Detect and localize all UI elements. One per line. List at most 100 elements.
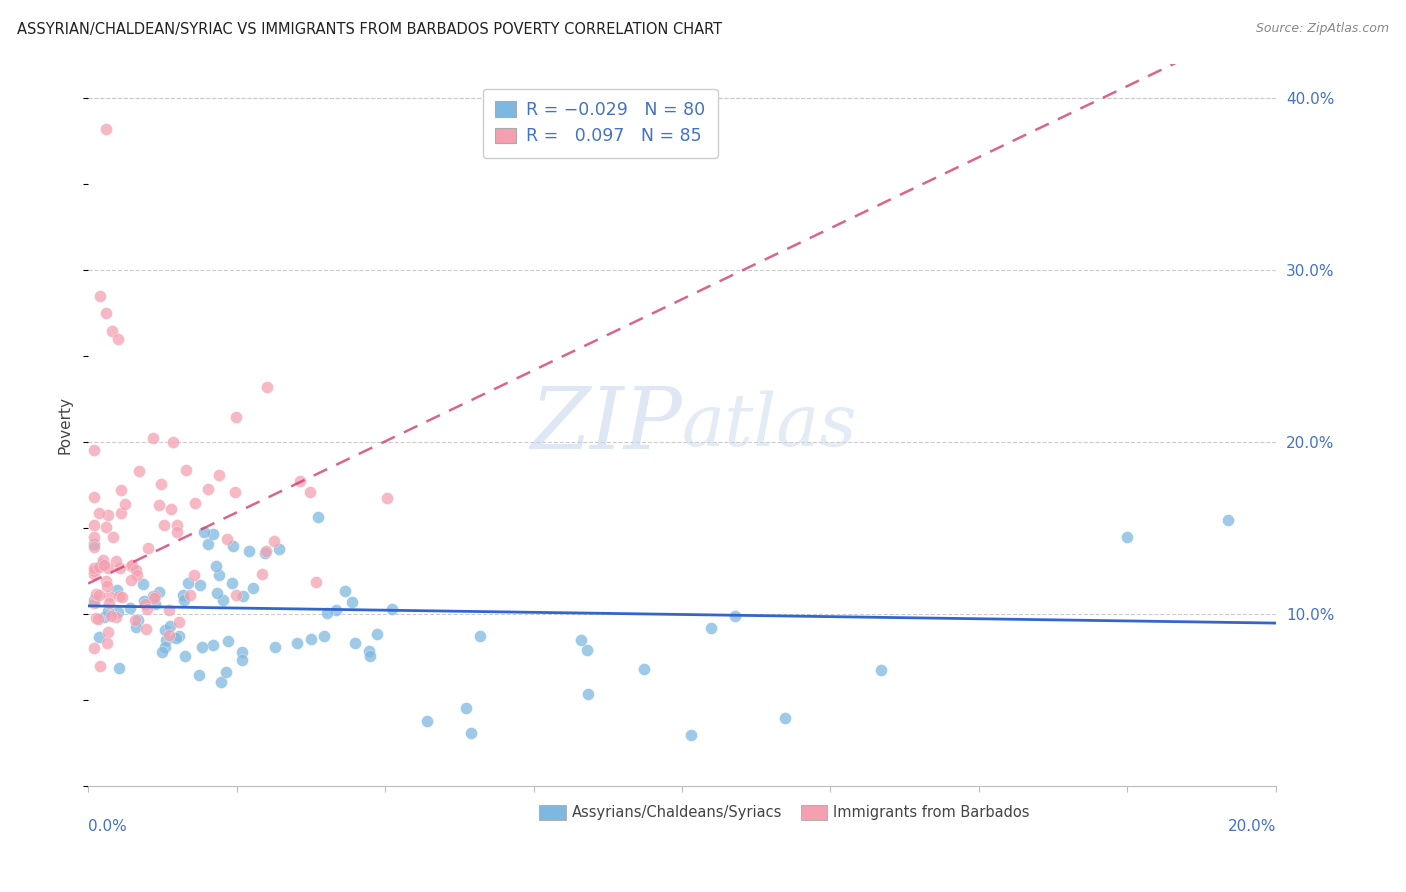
Point — [212, 592, 235, 607]
Point — [148, 499, 170, 513]
Point — [187, 668, 209, 682]
Point — [101, 324, 124, 338]
Point — [344, 636, 367, 650]
Point — [307, 510, 329, 524]
Point — [207, 586, 229, 600]
Point — [84, 611, 107, 625]
Point — [575, 642, 598, 657]
Point — [1218, 513, 1240, 527]
Point — [290, 475, 312, 489]
Point — [89, 506, 111, 520]
Point — [93, 558, 115, 573]
Point — [136, 602, 159, 616]
Point — [143, 591, 166, 605]
Point — [174, 463, 197, 477]
Text: 20.0%: 20.0% — [1227, 819, 1275, 834]
Point — [134, 597, 156, 611]
Point — [314, 629, 336, 643]
Point — [231, 653, 253, 667]
Point — [197, 537, 219, 551]
Point — [267, 541, 290, 556]
Point — [238, 543, 260, 558]
Point — [111, 590, 134, 604]
Point — [157, 628, 180, 642]
Text: ASSYRIAN/CHALDEAN/SYRIAC VS IMMIGRANTS FROM BARBADOS POVERTY CORRELATION CHART: ASSYRIAN/CHALDEAN/SYRIAC VS IMMIGRANTS F… — [17, 22, 723, 37]
Text: ZIP: ZIP — [530, 384, 682, 467]
Point — [724, 608, 747, 623]
Point — [252, 566, 274, 581]
Point — [159, 619, 181, 633]
Point — [89, 658, 111, 673]
Point — [215, 532, 238, 546]
Point — [242, 581, 264, 595]
Point — [456, 701, 478, 715]
Point — [118, 601, 141, 615]
Point — [124, 614, 146, 628]
Point — [135, 622, 157, 636]
Point — [103, 530, 125, 544]
Point — [202, 527, 225, 541]
Y-axis label: Poverty: Poverty — [58, 396, 72, 454]
Point — [208, 568, 231, 582]
Point — [107, 332, 129, 346]
Point — [83, 560, 105, 574]
Point — [215, 665, 238, 679]
Point — [155, 633, 177, 648]
Text: atlas: atlas — [682, 390, 858, 460]
Point — [169, 615, 191, 629]
Point — [143, 597, 166, 611]
Point — [569, 632, 592, 647]
Point — [193, 524, 215, 539]
Point — [83, 593, 105, 607]
Point — [96, 579, 118, 593]
Point — [97, 604, 120, 618]
Point — [153, 640, 176, 654]
Point — [114, 497, 136, 511]
Point — [263, 640, 285, 655]
Point — [83, 537, 105, 551]
Point — [142, 431, 165, 445]
Point — [254, 543, 277, 558]
Point — [159, 501, 181, 516]
Point — [773, 711, 796, 725]
FancyBboxPatch shape — [540, 805, 565, 821]
Point — [93, 610, 115, 624]
Point — [197, 482, 219, 496]
Point — [128, 464, 150, 478]
Point — [299, 484, 322, 499]
Point — [342, 594, 364, 608]
Point — [107, 589, 129, 603]
Point — [325, 603, 347, 617]
Point — [148, 585, 170, 599]
Point — [202, 638, 225, 652]
Point — [253, 545, 276, 559]
Point — [83, 518, 105, 533]
Point — [305, 575, 328, 590]
Point — [105, 583, 128, 598]
Point — [150, 477, 173, 491]
Point — [84, 587, 107, 601]
Point — [209, 674, 232, 689]
Point — [89, 289, 111, 303]
Point — [167, 629, 190, 643]
Point — [205, 559, 228, 574]
Point — [366, 626, 388, 640]
Point — [83, 490, 105, 504]
Point — [231, 645, 253, 659]
Point — [415, 714, 437, 728]
Text: Immigrants from Barbados: Immigrants from Barbados — [832, 805, 1029, 820]
Text: 0.0%: 0.0% — [89, 819, 127, 834]
Point — [375, 491, 398, 505]
Point — [121, 558, 143, 572]
Point — [100, 609, 122, 624]
Point — [132, 593, 155, 607]
Point — [315, 606, 337, 620]
Point — [108, 561, 131, 575]
Point — [460, 726, 482, 740]
Point — [681, 728, 703, 742]
Point — [256, 380, 278, 394]
Point — [125, 563, 148, 577]
Point — [177, 576, 200, 591]
Point — [120, 573, 142, 587]
Point — [83, 564, 105, 578]
